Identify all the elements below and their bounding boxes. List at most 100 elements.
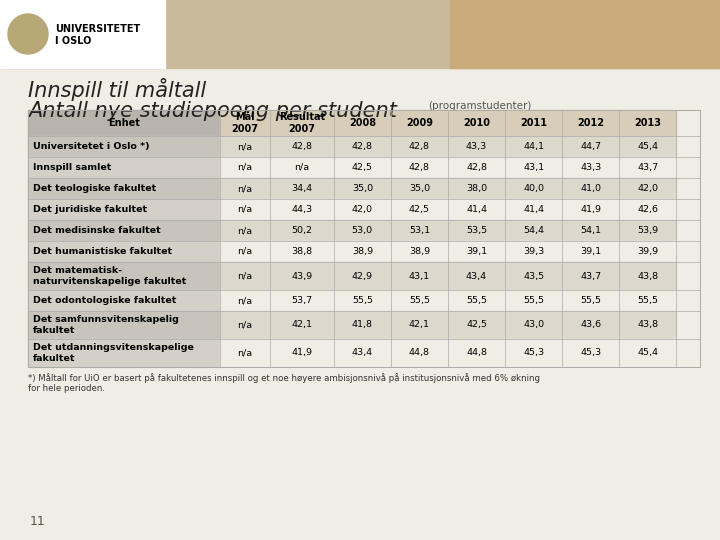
Text: 35,0: 35,0 [352, 184, 373, 193]
Bar [619, 110, 677, 136]
Text: 41,0: 41,0 [580, 184, 601, 193]
Text: UNIVERSITETET: UNIVERSITETET [55, 24, 140, 34]
Bar [619, 262, 677, 290]
Text: Det teologiske fakultet: Det teologiske fakultet [33, 184, 156, 193]
Bar [28, 199, 220, 220]
Text: 39,1: 39,1 [466, 247, 487, 256]
Text: 2008: 2008 [348, 118, 376, 128]
Text: 38,8: 38,8 [292, 247, 312, 256]
Text: Antall nye studiepoeng per student: Antall nye studiepoeng per student [28, 101, 397, 121]
Text: 2011: 2011 [520, 118, 547, 128]
Text: 34,4: 34,4 [292, 184, 312, 193]
Text: 45,3: 45,3 [580, 348, 601, 357]
Bar [28, 262, 220, 290]
Text: 53,5: 53,5 [466, 226, 487, 235]
Text: 44,7: 44,7 [580, 142, 601, 151]
Bar [562, 311, 619, 339]
Bar [334, 262, 391, 290]
Bar [562, 136, 619, 157]
Bar [270, 290, 334, 311]
Text: 43,3: 43,3 [466, 142, 487, 151]
Text: 42,0: 42,0 [352, 205, 373, 214]
Text: 42,9: 42,9 [352, 272, 373, 280]
Text: Det juridiske fakultet: Det juridiske fakultet [33, 205, 147, 214]
Bar [334, 339, 391, 367]
Text: 43,4: 43,4 [466, 272, 487, 280]
Bar [448, 311, 505, 339]
Text: 43,1: 43,1 [523, 163, 544, 172]
Bar [619, 136, 677, 157]
Bar [391, 220, 448, 241]
Text: 42,1: 42,1 [409, 321, 430, 329]
Text: n/a: n/a [237, 142, 252, 151]
Text: 2009: 2009 [406, 118, 433, 128]
Bar [0, 0, 165, 68]
Bar [270, 136, 334, 157]
Text: 43,9: 43,9 [292, 272, 312, 280]
Bar [562, 290, 619, 311]
Text: 43,7: 43,7 [637, 163, 659, 172]
Text: 43,8: 43,8 [637, 272, 659, 280]
Text: *) Måltall for UiO er basert på fakultetenes innspill og et noe høyere ambisjons: *) Måltall for UiO er basert på fakultet… [28, 373, 540, 393]
Bar [270, 110, 334, 136]
Text: 55,5: 55,5 [352, 296, 373, 305]
Text: Innspill til måltall: Innspill til måltall [28, 78, 206, 101]
Text: n/a: n/a [237, 205, 252, 214]
Bar [28, 339, 220, 367]
Text: Universitetet i Oslo *): Universitetet i Oslo *) [33, 142, 150, 151]
Bar [334, 199, 391, 220]
Bar [28, 290, 220, 311]
Bar [619, 199, 677, 220]
Text: 53,0: 53,0 [352, 226, 373, 235]
Text: n/a: n/a [237, 321, 252, 329]
Text: 35,0: 35,0 [409, 184, 430, 193]
Text: 42,8: 42,8 [409, 163, 430, 172]
Bar [28, 157, 220, 178]
Text: 54,4: 54,4 [523, 226, 544, 235]
Bar [220, 311, 270, 339]
Text: 53,7: 53,7 [292, 296, 312, 305]
Text: n/a: n/a [237, 226, 252, 235]
Text: n/a: n/a [294, 163, 310, 172]
Bar [448, 290, 505, 311]
Text: 44,3: 44,3 [292, 205, 312, 214]
Text: 55,5: 55,5 [409, 296, 430, 305]
Bar [28, 311, 220, 339]
Text: 44,1: 44,1 [523, 142, 544, 151]
Bar [448, 241, 505, 262]
Text: 2010: 2010 [463, 118, 490, 128]
Text: 2013: 2013 [634, 118, 662, 128]
Text: 43,8: 43,8 [637, 321, 659, 329]
Bar [270, 241, 334, 262]
Text: Mål
2007: Mål 2007 [231, 112, 258, 134]
Text: 44,8: 44,8 [466, 348, 487, 357]
Bar [391, 157, 448, 178]
Bar [220, 199, 270, 220]
Text: 38,9: 38,9 [409, 247, 430, 256]
Bar [334, 157, 391, 178]
Text: 2012: 2012 [577, 118, 604, 128]
Text: 43,5: 43,5 [523, 272, 544, 280]
Bar [562, 339, 619, 367]
Text: 41,9: 41,9 [580, 205, 601, 214]
Bar [448, 157, 505, 178]
Bar [505, 157, 562, 178]
Text: Det samfunnsvitenskapelig
fakultet: Det samfunnsvitenskapelig fakultet [33, 315, 179, 335]
Bar [220, 178, 270, 199]
Text: 39,3: 39,3 [523, 247, 544, 256]
Text: Det matematisk-
naturvitenskapelige fakultet: Det matematisk- naturvitenskapelige faku… [33, 266, 186, 286]
Text: (programstudenter): (programstudenter) [428, 101, 531, 111]
Bar [391, 241, 448, 262]
Bar [334, 178, 391, 199]
Bar [619, 241, 677, 262]
Bar [391, 290, 448, 311]
Bar [448, 262, 505, 290]
Text: 42,8: 42,8 [409, 142, 430, 151]
Bar [619, 290, 677, 311]
Bar [270, 199, 334, 220]
Bar [505, 199, 562, 220]
Bar [505, 290, 562, 311]
Bar [28, 220, 220, 241]
Bar [448, 339, 505, 367]
Text: 41,8: 41,8 [352, 321, 373, 329]
